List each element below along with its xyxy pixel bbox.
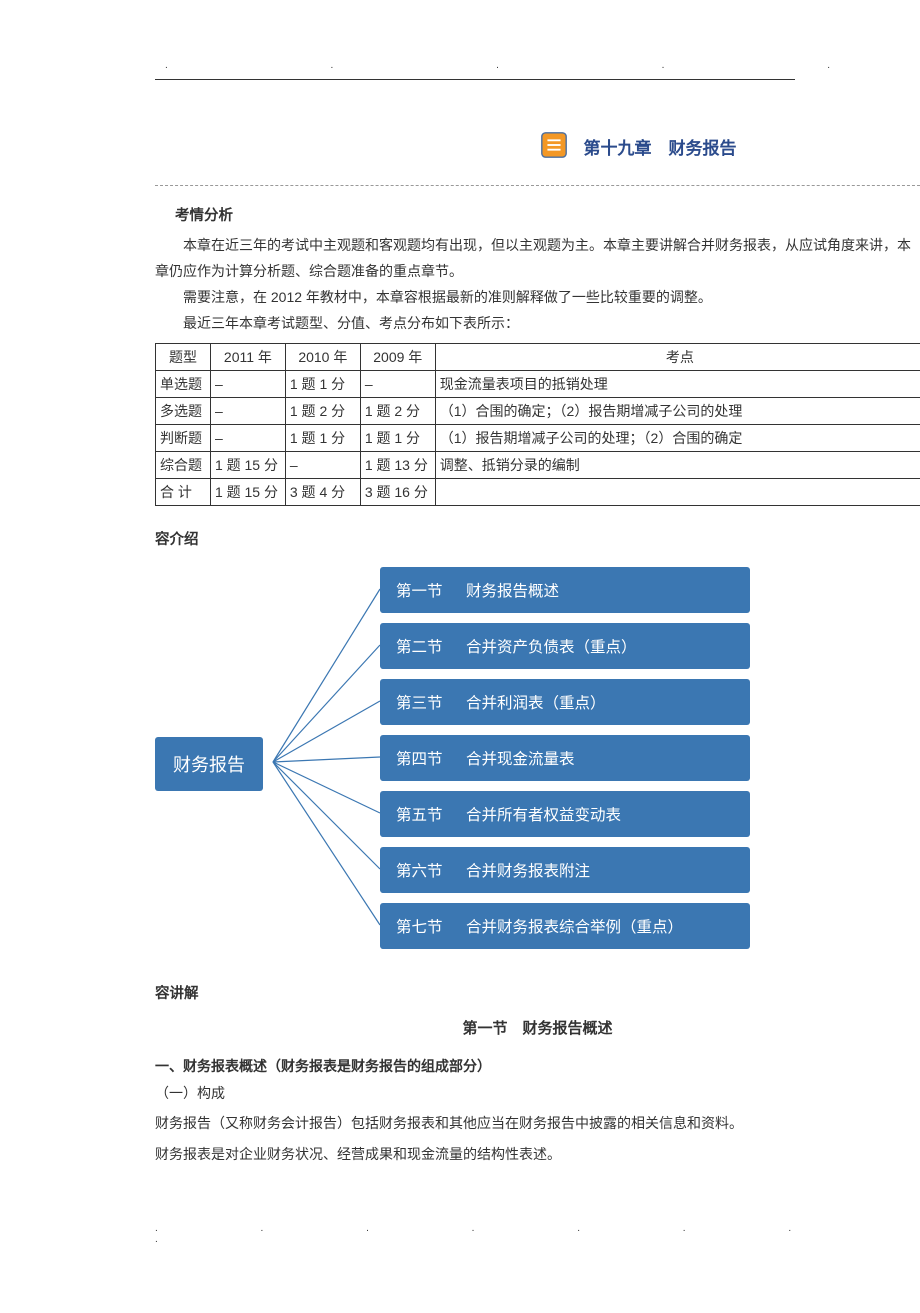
table-cell: 3 题 16 分 bbox=[360, 478, 435, 505]
section1-title: 第一节 财务报告概述 bbox=[155, 1017, 920, 1038]
leaf-title: 合并财务报表附注 bbox=[466, 863, 590, 880]
table-row: 合 计1 题 15 分3 题 4 分3 题 16 分 bbox=[156, 478, 920, 505]
diagram-root: 财务报告 bbox=[155, 737, 263, 791]
content-intro-heading: 容介绍 bbox=[155, 528, 920, 549]
leaf-title: 合并财务报表综合举例（重点） bbox=[466, 919, 683, 936]
leaf-section-label: 第六节 bbox=[396, 859, 466, 881]
leaf-section-label: 第四节 bbox=[396, 747, 466, 769]
table-cell: 现金流量表项目的抵销处理 bbox=[435, 370, 920, 397]
leaf-section-label: 第二节 bbox=[396, 635, 466, 657]
table-header: 2011 年 bbox=[210, 343, 285, 370]
table-header: 2009 年 bbox=[360, 343, 435, 370]
analysis-p3: 最近三年本章考试题型、分值、考点分布如下表所示： bbox=[155, 311, 920, 337]
table-cell: 单选题 bbox=[156, 370, 211, 397]
table-cell: 1 题 1 分 bbox=[285, 424, 360, 451]
table-cell: 多选题 bbox=[156, 397, 211, 424]
leaf-section-label: 第三节 bbox=[396, 691, 466, 713]
leaf-section-label: 第一节 bbox=[396, 579, 466, 601]
table-header: 考点 bbox=[435, 343, 920, 370]
table-cell: – bbox=[210, 370, 285, 397]
table-cell bbox=[435, 478, 920, 505]
leaf-section-label: 第五节 bbox=[396, 803, 466, 825]
table-cell: 3 题 4 分 bbox=[285, 478, 360, 505]
leaf-title: 合并现金流量表 bbox=[466, 751, 575, 768]
table-cell: 1 题 2 分 bbox=[360, 397, 435, 424]
diagram-leaf: 第五节合并所有者权益变动表 bbox=[380, 791, 750, 837]
table-cell: 1 题 15 分 bbox=[210, 451, 285, 478]
leaf-title: 合并资产负债表（重点） bbox=[466, 639, 637, 656]
table-row: 判断题–1 题 1 分1 题 1 分（1）报告期增减子公司的处理；（2）合围的确… bbox=[156, 424, 920, 451]
section1-p1: 财务报告（又称财务会计报告）包括财务报表和其他应当在财务报告中披露的相关信息和资… bbox=[155, 1111, 920, 1137]
table-cell: 1 题 1 分 bbox=[360, 424, 435, 451]
section1-sub1: （一）构成 bbox=[155, 1081, 920, 1107]
analysis-p1: 本章在近三年的考试中主观题和客观题均有出现，但以主观题为主。本章主要讲解合并财务… bbox=[155, 233, 920, 285]
top-rule bbox=[155, 79, 795, 80]
table-cell: 1 题 13 分 bbox=[360, 451, 435, 478]
explain-heading: 容讲解 bbox=[155, 982, 920, 1003]
leaf-title: 合并所有者权益变动表 bbox=[466, 807, 621, 824]
table-cell: 合 计 bbox=[156, 478, 211, 505]
table-cell: – bbox=[285, 451, 360, 478]
table-row: 综合题1 题 15 分–1 题 13 分调整、抵销分录的编制 bbox=[156, 451, 920, 478]
dash-divider bbox=[155, 185, 920, 186]
table-header: 题型 bbox=[156, 343, 211, 370]
leaf-title: 财务报告概述 bbox=[466, 583, 559, 600]
diagram-leaf: 第四节合并现金流量表 bbox=[380, 735, 750, 781]
table-cell: （1）合围的确定；（2）报告期增减子公司的处理 bbox=[435, 397, 920, 424]
leaf-title: 合并利润表（重点） bbox=[466, 695, 606, 712]
table-cell: 调整、抵销分录的编制 bbox=[435, 451, 920, 478]
table-cell: – bbox=[210, 424, 285, 451]
table-cell: – bbox=[210, 397, 285, 424]
diagram-leaf: 第三节合并利润表（重点） bbox=[380, 679, 750, 725]
table-row: 单选题–1 题 1 分–现金流量表项目的抵销处理 bbox=[156, 370, 920, 397]
diagram-leaf: 第七节合并财务报表综合举例（重点） bbox=[380, 903, 750, 949]
bottom-dots: . . . . . . . . bbox=[155, 1223, 920, 1245]
leaf-section-label: 第七节 bbox=[396, 915, 466, 937]
table-cell: 1 题 15 分 bbox=[210, 478, 285, 505]
diagram-leaf: 第二节合并资产负债表（重点） bbox=[380, 623, 750, 669]
diagram-leaf: 第六节合并财务报表附注 bbox=[380, 847, 750, 893]
table-cell: – bbox=[360, 370, 435, 397]
diagram-leaf: 第一节财务报告概述 bbox=[380, 567, 750, 613]
chapter-header: 第十九章 财务报告 bbox=[355, 130, 920, 163]
chapter-title: 第十九章 财务报告 bbox=[584, 134, 737, 159]
table-cell: 综合题 bbox=[156, 451, 211, 478]
table-cell: 1 题 2 分 bbox=[285, 397, 360, 424]
top-dots: . . . . . bbox=[165, 60, 920, 71]
exam-table: 题型2011 年2010 年2009 年考点 单选题–1 题 1 分–现金流量表… bbox=[155, 343, 920, 506]
content-diagram: 财务报告 第一节财务报告概述第二节合并资产负债表（重点）第三节合并利润表（重点）… bbox=[155, 567, 775, 962]
table-cell: 判断题 bbox=[156, 424, 211, 451]
analysis-p2: 需要注意，在 2012 年教材中，本章容根据最新的准则解释做了一些比较重要的调整… bbox=[155, 285, 920, 311]
table-header: 2010 年 bbox=[285, 343, 360, 370]
section1-h1: 一、财务报表概述（财务报表是财务报告的组成部分） bbox=[155, 1056, 920, 1076]
table-cell: （1）报告期增减子公司的处理；（2）合围的确定 bbox=[435, 424, 920, 451]
chapter-icon bbox=[539, 130, 584, 163]
section1-p2: 财务报表是对企业财务状况、经营成果和现金流量的结构性表述。 bbox=[155, 1142, 920, 1168]
table-row: 多选题–1 题 2 分1 题 2 分（1）合围的确定；（2）报告期增减子公司的处… bbox=[156, 397, 920, 424]
analysis-heading: 考情分析 bbox=[175, 204, 920, 225]
table-cell: 1 题 1 分 bbox=[285, 370, 360, 397]
